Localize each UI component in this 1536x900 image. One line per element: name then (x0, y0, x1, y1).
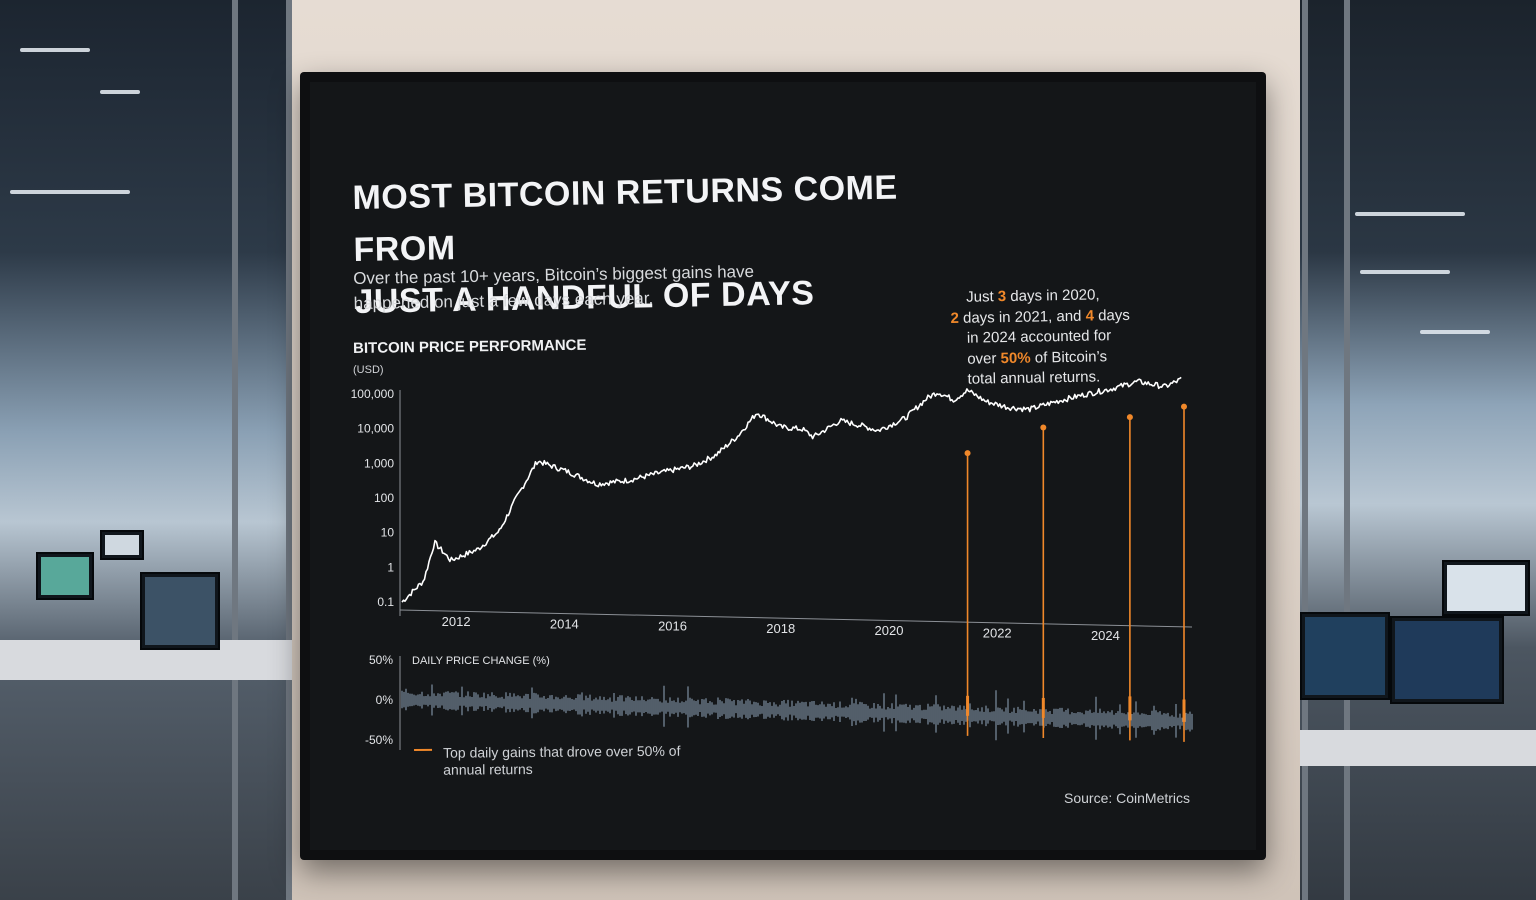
office-monitor (1300, 612, 1390, 700)
y-tick-label: 1,000 (364, 456, 394, 470)
office-monitor (100, 530, 144, 560)
y-tick-label: 100 (374, 491, 394, 505)
ceiling-light (20, 48, 90, 52)
price-axis-lines (399, 390, 1193, 628)
x-tick-label: 2014 (550, 616, 579, 631)
daily-change-series (401, 684, 1193, 741)
price-series (401, 376, 1182, 603)
y-tick-label: 100,000 (351, 387, 395, 401)
ceiling-light (1420, 330, 1490, 334)
highlight-gain-bar (1128, 696, 1132, 721)
daily-change-title: DAILY PRICE CHANGE (%) (412, 655, 550, 667)
office-monitor (140, 572, 220, 650)
highlight-dot (964, 450, 971, 457)
highlight-dot (1040, 424, 1047, 431)
ceiling-light (1360, 270, 1450, 274)
highlight-gain-bar (966, 695, 970, 716)
price-line (401, 376, 1182, 603)
highlight-gain-bar (1182, 699, 1186, 722)
legend-swatch (414, 748, 433, 751)
x-tick-label: 2022 (983, 625, 1012, 640)
x-tick-label: 2012 (442, 614, 471, 629)
price-x-axis (399, 609, 1193, 628)
ceiling-light (10, 190, 130, 194)
price-chart-unit: (USD) (353, 364, 384, 376)
ceiling-light (100, 90, 140, 94)
price-x-ticks: 2012 2014 2016 2018 2020 2022 2024 (442, 614, 1120, 643)
office-left-glass (0, 0, 292, 900)
daily-change-bars (401, 684, 1193, 741)
highlight-dot (1181, 403, 1187, 410)
y-tick-label: 10 (381, 526, 395, 540)
legend-label: Top daily gains that drove over 50% of a… (442, 742, 681, 778)
daily-change-y-tick: -50% (365, 733, 393, 747)
daily-change-labels: 50% 0% -50% DAILY PRICE CHANGE (%) (365, 653, 550, 750)
office-monitor (36, 552, 94, 600)
glass-frame (1344, 0, 1350, 900)
source-note: Source: CoinMetrics (1064, 790, 1191, 806)
x-tick-label: 2020 (875, 623, 904, 638)
y-tick-label: 1 (387, 560, 394, 574)
x-tick-label: 2016 (658, 619, 687, 634)
ceiling-light (1355, 212, 1465, 216)
daily-change-y-tick: 0% (376, 693, 394, 707)
office-monitor (1442, 560, 1530, 616)
glass-frame (1302, 0, 1308, 900)
glass-frame (232, 0, 238, 900)
price-y-ticks: 100,000 10,000 1,000 100 10 1 0.1 (351, 387, 395, 609)
y-tick-label: 0.1 (377, 595, 394, 609)
office-monitor (1390, 616, 1504, 704)
y-tick-label: 10,000 (357, 422, 394, 436)
highlight-markers (964, 403, 1187, 742)
glass-frame (286, 0, 292, 900)
x-tick-label: 2018 (766, 621, 795, 636)
highlight-gain-bar (1041, 697, 1045, 718)
x-tick-label: 2024 (1091, 628, 1120, 643)
daily-change-y-tick: 50% (369, 653, 393, 667)
highlight-dot (1126, 414, 1133, 421)
desk (1300, 730, 1536, 766)
